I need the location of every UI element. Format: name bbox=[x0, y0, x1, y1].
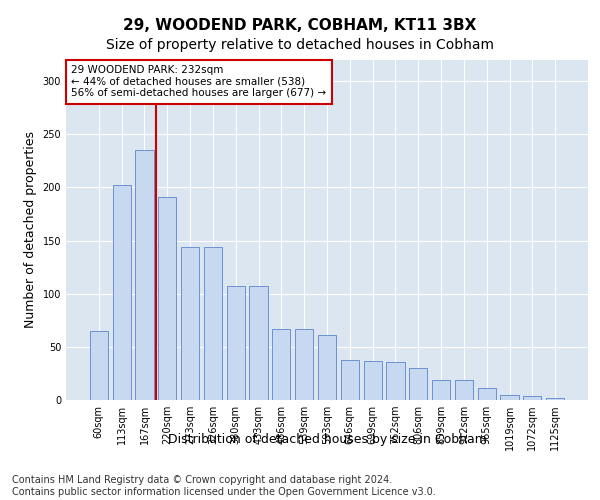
Bar bbox=[158, 197, 176, 400]
Bar bbox=[272, 329, 290, 400]
Text: Size of property relative to detached houses in Cobham: Size of property relative to detached ho… bbox=[106, 38, 494, 52]
Bar bbox=[136, 150, 154, 400]
Bar bbox=[546, 398, 564, 400]
Bar bbox=[478, 388, 496, 400]
Bar bbox=[341, 360, 359, 400]
Bar bbox=[250, 286, 268, 400]
Bar bbox=[227, 286, 245, 400]
Text: Contains HM Land Registry data © Crown copyright and database right 2024.
Contai: Contains HM Land Registry data © Crown c… bbox=[12, 475, 436, 496]
Bar bbox=[409, 368, 427, 400]
Bar bbox=[364, 360, 382, 400]
Bar bbox=[318, 335, 336, 400]
Bar bbox=[432, 380, 450, 400]
Text: 29, WOODEND PARK, COBHAM, KT11 3BX: 29, WOODEND PARK, COBHAM, KT11 3BX bbox=[124, 18, 476, 32]
Bar bbox=[523, 396, 541, 400]
Bar bbox=[295, 329, 313, 400]
Text: Distribution of detached houses by size in Cobham: Distribution of detached houses by size … bbox=[167, 432, 487, 446]
Bar bbox=[500, 394, 518, 400]
Text: 29 WOODEND PARK: 232sqm
← 44% of detached houses are smaller (538)
56% of semi-d: 29 WOODEND PARK: 232sqm ← 44% of detache… bbox=[71, 65, 326, 98]
Bar bbox=[90, 331, 108, 400]
Bar bbox=[113, 186, 131, 400]
Y-axis label: Number of detached properties: Number of detached properties bbox=[24, 132, 37, 328]
Bar bbox=[204, 247, 222, 400]
Bar bbox=[455, 380, 473, 400]
Bar bbox=[181, 247, 199, 400]
Bar bbox=[386, 362, 404, 400]
